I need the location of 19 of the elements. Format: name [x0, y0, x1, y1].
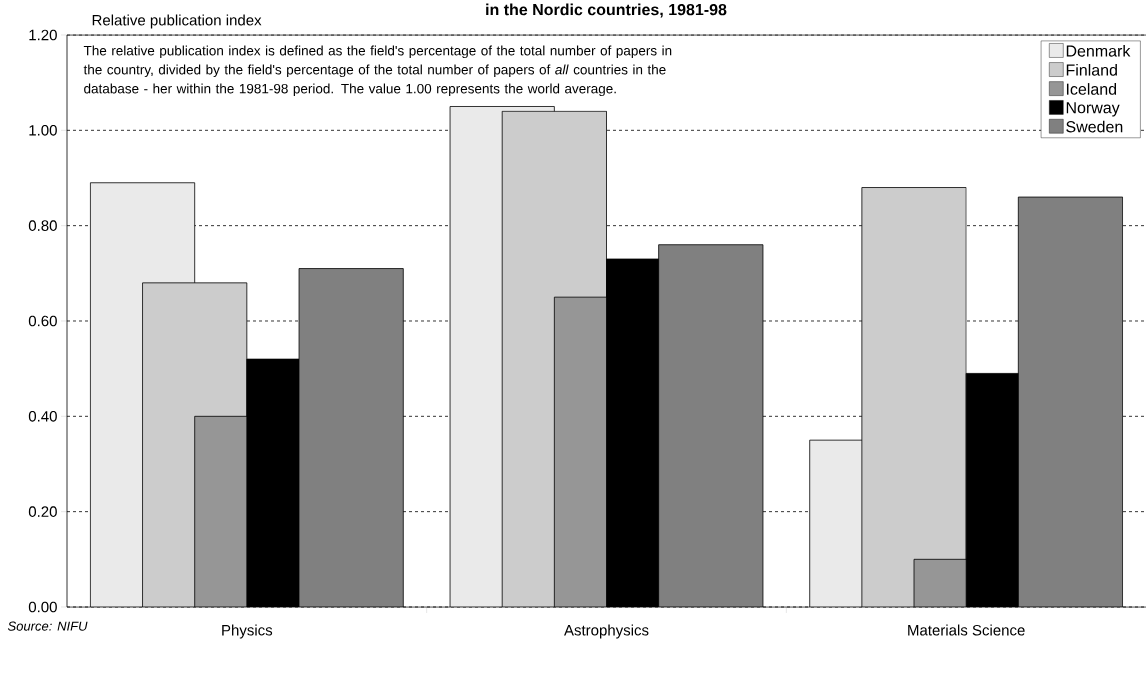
y-axis-title: Relative publication index [92, 14, 262, 29]
legend-label: Iceland [1066, 83, 1117, 95]
source-note: Source: NIFU [7, 621, 88, 631]
legend-label: Sweden [1066, 120, 1123, 133]
legend-label: Finland [1066, 64, 1117, 76]
x-tick-label: Physics [222, 624, 273, 639]
y-tick-label: 1.00 [29, 125, 57, 136]
y-tick-label: 0.00 [28, 601, 57, 613]
annotation: The relative publication index is defined as the field's percentage of the total number of papers in the country, divided by the field's percentage of the total number of papers of all countries in the database - her within the 1981-98 period. The value 1.00 represents the world average. [83, 45, 672, 97]
y-tick-label: 0.80 [28, 220, 57, 231]
x-tick-label: Materials Science [908, 624, 1025, 636]
legend-label: Denmark [1066, 44, 1131, 57]
y-tick-label: 1.20 [29, 29, 57, 41]
legend-label: Norway [1066, 102, 1120, 117]
chart-title: in the Nordic countries, 1981-98 [486, 3, 727, 18]
y-tick-label: 0.40 [28, 411, 57, 422]
x-tick-label: Astrophysics [564, 624, 649, 639]
y-tick-label: 0.60 [28, 315, 57, 327]
y-tick-label: 0.20 [28, 506, 57, 517]
